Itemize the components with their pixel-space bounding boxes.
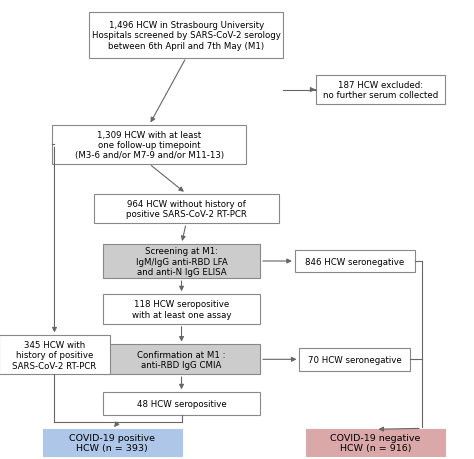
FancyBboxPatch shape [43,429,182,456]
FancyBboxPatch shape [0,336,110,375]
Text: 187 HCW excluded:
no further serum collected: 187 HCW excluded: no further serum colle… [323,81,438,100]
FancyBboxPatch shape [103,392,260,415]
Text: 118 HCW seropositive
with at least one assay: 118 HCW seropositive with at least one a… [132,300,231,319]
FancyBboxPatch shape [295,250,415,273]
Text: 1,496 HCW in Strasbourg University
Hospitals screened by SARS-CoV-2 serology
bet: 1,496 HCW in Strasbourg University Hospi… [91,21,281,50]
Text: 1,309 HCW with at least
one follow-up timepoint
(M3-6 and/or M7-9 and/or M11-13): 1,309 HCW with at least one follow-up ti… [74,130,224,160]
FancyBboxPatch shape [89,13,283,58]
Text: 70 HCW seronegative: 70 HCW seronegative [308,355,401,364]
Text: 345 HCW with
history of positive
SARS-CoV-2 RT-PCR: 345 HCW with history of positive SARS-Co… [12,340,97,370]
Text: Confirmation at M1 :
anti-RBD IgG CMIA: Confirmation at M1 : anti-RBD IgG CMIA [137,350,226,369]
Text: COVID-19 positive
HCW (n = 393): COVID-19 positive HCW (n = 393) [69,433,155,452]
FancyBboxPatch shape [103,244,260,279]
Text: Screening at M1:
IgM/IgG anti-RBD LFA
and anti-N IgG ELISA: Screening at M1: IgM/IgG anti-RBD LFA an… [136,246,228,276]
Text: 846 HCW seronegative: 846 HCW seronegative [305,257,404,266]
FancyBboxPatch shape [306,429,445,456]
FancyBboxPatch shape [300,348,410,371]
Text: COVID-19 negative
HCW (n = 916): COVID-19 negative HCW (n = 916) [330,433,421,452]
FancyBboxPatch shape [103,295,260,324]
FancyBboxPatch shape [103,345,260,375]
Text: 964 HCW without history of
positive SARS-CoV-2 RT-PCR: 964 HCW without history of positive SARS… [126,199,246,218]
FancyBboxPatch shape [316,76,445,105]
Text: 48 HCW seropositive: 48 HCW seropositive [137,399,227,408]
FancyBboxPatch shape [52,126,246,164]
FancyBboxPatch shape [94,194,279,224]
